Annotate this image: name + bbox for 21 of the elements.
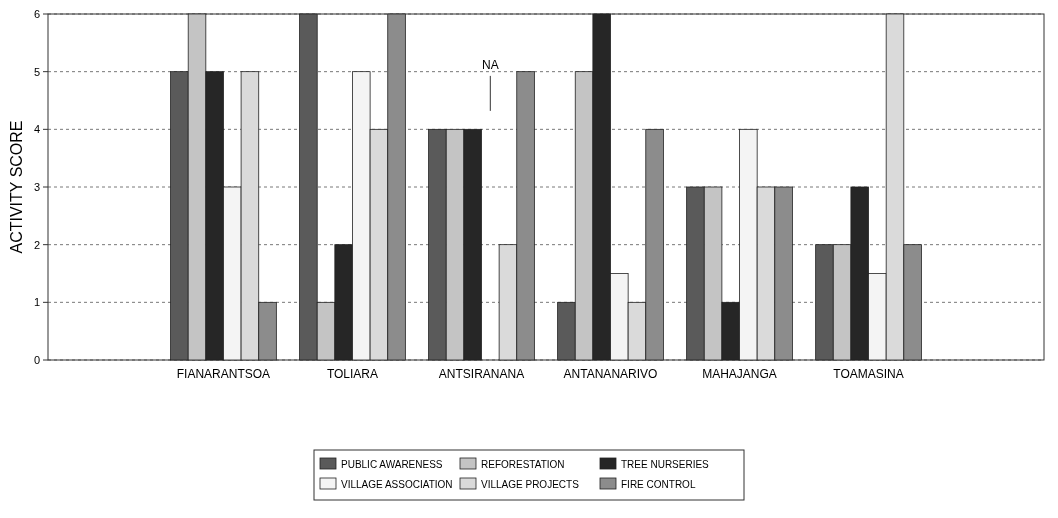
- x-tick-label: ANTANANARIVO: [563, 367, 658, 381]
- y-tick-label: 5: [33, 65, 40, 78]
- x-tick-label: ANTSIRANANA: [438, 367, 525, 381]
- x-tick-label: TOLIARA: [326, 367, 379, 381]
- legend-label: REFORESTATION: [481, 458, 565, 470]
- legend-label: TREE NURSERIES: [621, 458, 710, 470]
- legend-label: VILLAGE ASSOCIATION: [341, 478, 453, 490]
- y-axis-title: ACTIVITY SCORE: [8, 120, 25, 254]
- legend-label: VILLAGE PROJECTS: [481, 478, 580, 490]
- y-tick-label: 1: [33, 296, 40, 309]
- x-tick-label: MAHAJANGA: [702, 367, 777, 381]
- x-tick-label: TOAMASINA: [833, 367, 904, 381]
- legend-label: PUBLIC AWARENESS: [341, 458, 443, 470]
- annotation: NA: [481, 57, 499, 72]
- legend-label: FIRE CONTROL: [621, 478, 696, 490]
- y-tick-label: 6: [33, 7, 40, 20]
- y-tick-label: 2: [33, 238, 40, 251]
- x-tick-label: FIANARANTSOA: [176, 367, 271, 381]
- y-tick-label: 3: [33, 180, 40, 193]
- y-tick-label: 0: [33, 353, 40, 366]
- y-tick-label: 4: [33, 123, 40, 136]
